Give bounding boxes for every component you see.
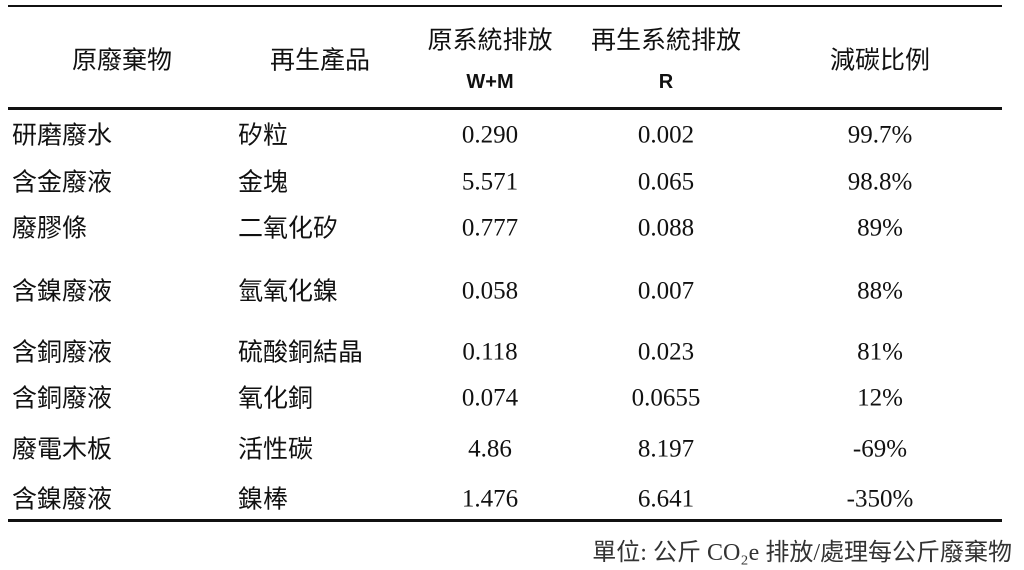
recycled-emission: 8.197 — [637, 435, 695, 463]
header-rule — [8, 107, 1002, 110]
original-emission: 0.058 — [461, 277, 519, 305]
original-emission: 5.571 — [461, 168, 519, 196]
product-cell: 氫氧化鎳 — [238, 276, 339, 306]
product-cell: 硫酸銅結晶 — [238, 337, 364, 367]
recycled-emission: 0.0655 — [631, 384, 701, 412]
waste-cell: 廢電木板 — [12, 434, 113, 464]
waste-cell: 含銅廢液 — [12, 337, 113, 367]
original-emission: 0.777 — [461, 214, 519, 242]
header-label: 減碳比例 — [829, 45, 931, 75]
header-sublabel: R — [658, 71, 674, 93]
product-cell: 二氧化矽 — [238, 213, 339, 243]
header-label: 再生系統排放 — [590, 25, 742, 55]
reduction-ratio: 99.7% — [847, 121, 913, 149]
waste-cell: 含鎳廢液 — [12, 276, 113, 306]
product-cell: 金塊 — [238, 167, 289, 197]
product-cell: 氧化銅 — [238, 383, 314, 413]
recycled-emission: 0.002 — [637, 121, 695, 149]
original-emission: 0.074 — [461, 384, 519, 412]
recycled-emission: 0.088 — [637, 214, 695, 242]
header-label: 原系統排放 — [427, 25, 553, 55]
original-emission: 0.290 — [461, 121, 519, 149]
header-label: 再生產品 — [269, 45, 371, 75]
product-cell: 活性碳 — [238, 434, 314, 464]
product-cell: 矽粒 — [238, 120, 289, 150]
recycled-emission: 6.641 — [637, 485, 695, 513]
reduction-ratio: 98.8% — [847, 168, 913, 196]
product-cell: 鎳棒 — [238, 484, 289, 514]
header-label: 原廢棄物 — [71, 45, 173, 75]
header-sublabel: W+M — [466, 71, 514, 93]
waste-cell: 含鎳廢液 — [12, 484, 113, 514]
original-emission: 1.476 — [461, 485, 519, 513]
top-rule — [8, 5, 1002, 7]
recycled-emission: 0.007 — [637, 277, 695, 305]
waste-cell: 含銅廢液 — [12, 383, 113, 413]
reduction-ratio: 12% — [857, 384, 903, 412]
reduction-ratio: -69% — [852, 435, 908, 463]
reduction-ratio: -350% — [846, 485, 914, 513]
recycled-emission: 0.023 — [637, 338, 695, 366]
reduction-ratio: 88% — [857, 277, 903, 305]
waste-cell: 廢膠條 — [12, 213, 88, 243]
original-emission: 4.86 — [468, 435, 512, 463]
original-emission: 0.118 — [462, 338, 518, 366]
reduction-ratio: 89% — [857, 214, 903, 242]
waste-cell: 含金廢液 — [12, 167, 113, 197]
recycled-emission: 0.065 — [637, 168, 695, 196]
bottom-rule — [8, 519, 1002, 522]
footnote: 單位: 公斤 CO₂e 排放/處理每公斤廢棄物 — [592, 540, 1012, 566]
waste-cell: 研磨廢水 — [12, 120, 113, 150]
reduction-ratio: 81% — [857, 338, 903, 366]
